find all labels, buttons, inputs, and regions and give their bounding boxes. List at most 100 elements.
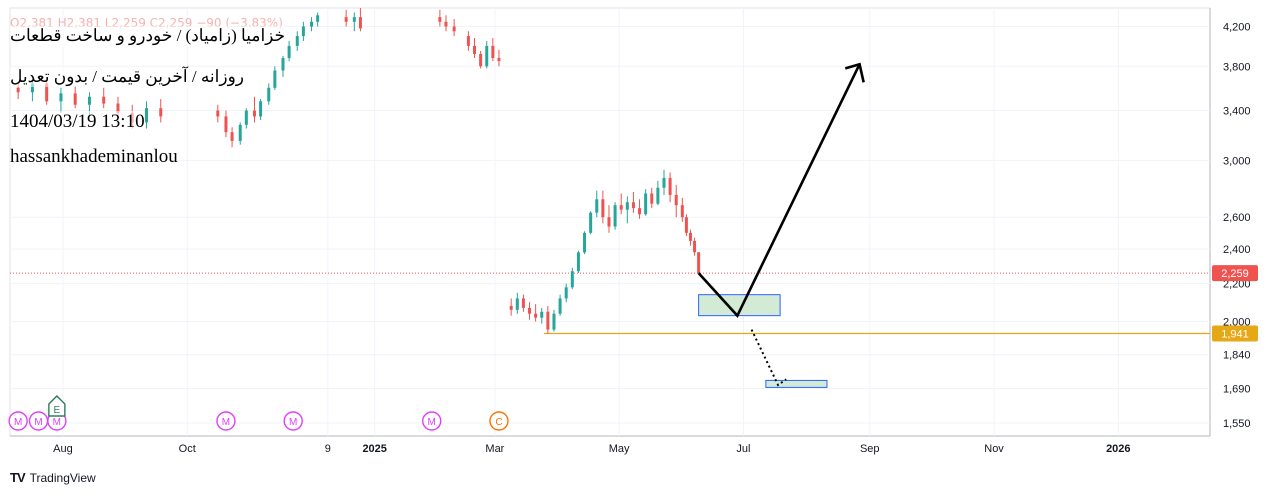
y-tick-label: 3,400 (1223, 106, 1251, 118)
candle-body (145, 108, 149, 123)
candle-body (528, 307, 532, 314)
x-tick-label: Aug (53, 443, 73, 455)
event-c-marker: C (489, 411, 509, 431)
event-m-marker: M (8, 411, 28, 431)
candle-body (295, 36, 299, 46)
candle-body (546, 311, 550, 330)
candle-body (607, 217, 611, 227)
candle-body (479, 53, 483, 67)
candle-body (358, 17, 362, 29)
candle-body (87, 96, 91, 105)
event-m-marker: M (283, 411, 303, 431)
candle-body (680, 205, 684, 218)
candle-body (697, 252, 701, 274)
event-letter: E (54, 405, 61, 416)
target-zone-box (698, 294, 781, 317)
candle-body (625, 202, 629, 210)
projection-path (697, 63, 861, 318)
candle-body (674, 194, 678, 206)
candle-body (473, 45, 477, 54)
candle-body (552, 313, 556, 330)
candle-body (619, 205, 623, 210)
candle-body (259, 101, 263, 117)
candle-body (595, 199, 599, 213)
event-letter: M (289, 417, 297, 428)
candle-body (601, 199, 605, 218)
candle-body (534, 313, 538, 318)
candle-body (656, 187, 660, 204)
candle-body (316, 15, 320, 22)
y-tick-label: 4,200 (1223, 22, 1251, 34)
x-tick-label: Nov (984, 443, 1004, 455)
x-tick-label: Mar (485, 443, 504, 455)
symbol-title: خزامیا (زامیاد) / خودرو و ساخت قطعات (10, 26, 286, 46)
candle-body (30, 83, 34, 93)
candle-body (576, 252, 580, 272)
y-tick-label: 1,840 (1223, 350, 1251, 362)
event-circle (8, 411, 28, 431)
event-circle (489, 411, 509, 431)
candle-body (244, 110, 248, 125)
candle-body (216, 110, 220, 117)
event-m-marker: M (216, 411, 236, 431)
tradingview-logo-icon: TV (10, 470, 26, 485)
candle-body (281, 58, 285, 71)
candle-body (564, 287, 568, 299)
candle-body (540, 311, 544, 318)
event-m-marker: M (28, 411, 49, 431)
candle-body (73, 93, 77, 105)
candle-body (613, 205, 617, 227)
projection-arrow-head (844, 62, 865, 83)
x-tick-label: 2025 (362, 443, 386, 455)
candle-body (452, 26, 456, 32)
brand-name: TradingView (29, 470, 96, 485)
candle-body (466, 36, 470, 46)
candle-body (570, 271, 574, 288)
price-label-bg (1212, 265, 1258, 282)
y-tick-label: 2,600 (1223, 212, 1251, 224)
candle-body (238, 124, 242, 141)
candle-body (521, 298, 525, 308)
tradingview-brand[interactable]: TV TradingView (10, 470, 96, 485)
candle-body (310, 21, 314, 27)
event-letter: M (34, 417, 42, 428)
y-tick-label: 1,550 (1223, 418, 1251, 430)
event-letter: M (53, 417, 61, 428)
x-tick-label: 2026 (1106, 443, 1130, 455)
candle-body (688, 232, 692, 241)
price-label: 2,259 (1221, 268, 1249, 280)
x-tick-label: May (609, 443, 630, 455)
author-label: hassankhademinanlou (10, 146, 178, 168)
candle-body (684, 217, 688, 233)
candle-body (638, 208, 642, 215)
candle-body (497, 58, 501, 62)
candle-body (491, 45, 495, 59)
candle-body (224, 116, 228, 133)
event-circle (422, 411, 442, 431)
candle-body (102, 96, 106, 104)
y-tick-label: 2,400 (1223, 244, 1251, 256)
candle-body (509, 305, 513, 310)
candle-body (558, 298, 562, 314)
candle-body (693, 240, 697, 253)
x-tick-label: Jul (736, 443, 750, 455)
candle-body (59, 93, 63, 102)
event-circle (283, 411, 303, 431)
candle-body (252, 110, 256, 117)
x-tick-label: Sep (860, 443, 880, 455)
price-label-bg (1212, 325, 1258, 342)
candle-body (438, 17, 442, 22)
candle-body (159, 108, 163, 117)
y-tick-label: 1,690 (1223, 384, 1251, 396)
candle-body (230, 132, 234, 141)
candle-body (344, 17, 348, 22)
datetime-label: 1404/03/19 13:10 (10, 111, 145, 133)
candle-body (631, 202, 635, 209)
candle-body (515, 298, 519, 310)
candle-body (668, 177, 672, 195)
y-tick-label: 3,800 (1223, 61, 1251, 73)
price-label: 1,941 (1221, 328, 1249, 340)
candle-body (662, 177, 666, 188)
event-earnings-marker: E (48, 395, 66, 417)
